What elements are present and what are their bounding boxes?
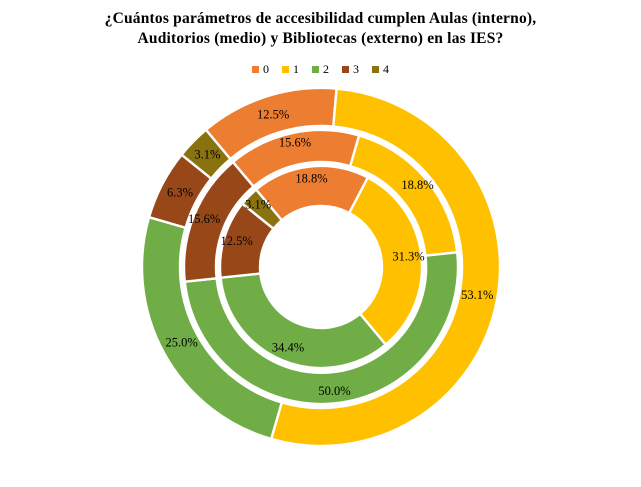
data-label-middle-cat1: 18.8% [401,178,433,192]
legend-swatch-icon [312,65,319,73]
segment-outer-cat1 [269,87,502,448]
segment-inner-cat1 [348,176,424,346]
legend-swatch-icon [372,65,379,73]
legend-label: 1 [293,61,299,76]
data-label-inner-cat2: 34.4% [272,340,304,354]
segment-inner-cat2 [219,272,387,370]
segment-middle-cat2 [183,251,460,406]
legend-item-2: 2 [312,62,329,77]
data-label-outer-cat3: 6.3% [167,185,193,199]
data-label-inner-cat0: 18.8% [295,171,327,185]
legend-label: 3 [353,61,359,76]
data-label-inner-cat3: 12.5% [220,234,252,248]
legend-swatch-icon [282,65,289,73]
data-label-outer-cat1: 53.1% [461,288,493,302]
legend-label: 4 [383,61,389,76]
data-label-middle-cat2: 50.0% [318,384,350,398]
legend-item-3: 3 [342,62,359,77]
data-label-outer-cat2: 25.0% [166,336,198,350]
chart-title-line2: Auditorios (medio) y Bibliotecas (extern… [137,30,504,47]
data-label-middle-cat3: 15.6% [188,212,220,226]
data-label-outer-cat0: 12.5% [257,107,289,121]
segment-inner-cat4 [241,188,283,230]
data-label-middle-cat0: 15.6% [279,136,311,150]
legend-label: 2 [323,61,329,76]
legend: 0 1 2 3 4 [0,61,641,77]
chart-title: ¿Cuántos parámetros de accesibilidad cum… [0,9,641,49]
data-label-outer-cat4: 3.1% [194,148,220,162]
segment-outer-cat4 [180,128,232,180]
legend-item-4: 4 [372,62,389,77]
data-label-inner-cat4: 3.1% [245,197,271,211]
data-label-inner-cat1: 31.3% [392,249,424,263]
legend-label: 0 [263,61,269,76]
legend-item-1: 1 [282,62,299,77]
segment-middle-cat3 [182,160,255,283]
chart-title-line1: ¿Cuántos parámetros de accesibilidad cum… [104,10,537,27]
legend-swatch-icon [252,65,259,73]
legend-swatch-icon [342,65,349,73]
legend-item-0: 0 [252,62,269,77]
